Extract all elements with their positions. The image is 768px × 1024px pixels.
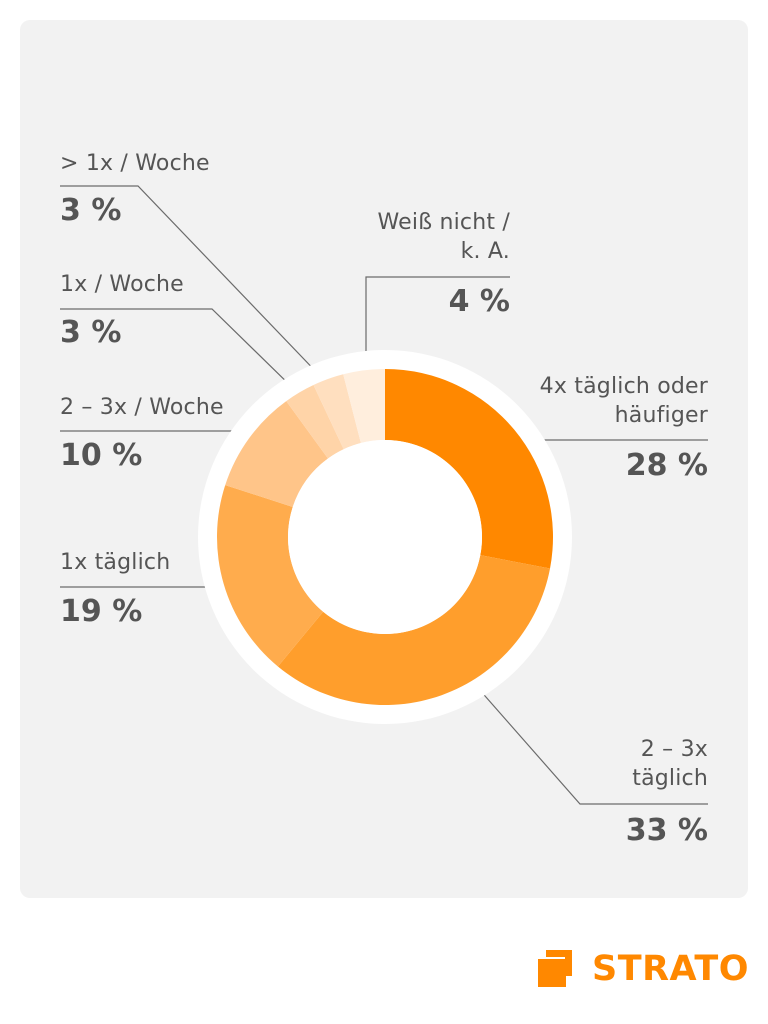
leader-line-dont-know bbox=[365, 276, 510, 372]
donut-slice-1x-weekly bbox=[286, 384, 344, 459]
leader-line-more-weekly bbox=[60, 185, 325, 381]
donut-slice-2-3x-daily bbox=[277, 555, 551, 705]
donut-slice-2-3x-weekly bbox=[225, 401, 328, 508]
slice-label-more-weekly: > 1x / Woche bbox=[60, 151, 210, 176]
slice-label-4x-daily-line1: 4x täglich oder bbox=[539, 374, 708, 399]
slice-label-1x-weekly: 1x / Woche bbox=[60, 272, 184, 297]
slice-label-dont-know: Weiß nicht / k. A. bbox=[310, 208, 510, 266]
slice-label-dont-know-line1: Weiß nicht / bbox=[377, 210, 510, 235]
donut-slices bbox=[217, 369, 553, 705]
donut-slice-4x-daily bbox=[385, 369, 553, 569]
slice-label-2-3x-daily-line2: täglich bbox=[632, 766, 708, 791]
donut-hole bbox=[288, 440, 482, 634]
strato-logo-icon bbox=[536, 946, 582, 992]
slice-value-2-3x-daily: 33 % bbox=[625, 813, 708, 848]
slice-label-2-3x-weekly: 2 – 3x / Woche bbox=[60, 395, 224, 420]
slice-value-1x-daily: 19 % bbox=[60, 594, 143, 629]
strato-logo-text: STRATO bbox=[592, 949, 750, 989]
slice-label-4x-daily-line2: häufiger bbox=[614, 403, 708, 428]
slice-value-4x-daily: 28 % bbox=[625, 448, 708, 483]
leader-line-2-3x-daily bbox=[477, 687, 708, 805]
donut-slice-1x-daily bbox=[217, 485, 324, 667]
slice-value-dont-know: 4 % bbox=[448, 284, 510, 319]
slice-value-more-weekly: 3 % bbox=[60, 193, 122, 228]
slice-label-4x-daily: 4x täglich oder häufiger bbox=[448, 372, 708, 430]
slice-value-1x-weekly: 3 % bbox=[60, 315, 122, 350]
donut-slice-dont-know bbox=[343, 369, 385, 444]
strato-logo: STRATO bbox=[536, 944, 749, 994]
leader-line-1x-weekly bbox=[60, 308, 299, 394]
slice-value-2-3x-weekly: 10 % bbox=[60, 438, 143, 473]
slice-label-1x-daily: 1x täglich bbox=[60, 550, 171, 575]
slice-label-2-3x-daily-line1: 2 – 3x bbox=[640, 737, 708, 762]
leader-lines bbox=[60, 185, 708, 805]
slice-label-2-3x-daily: 2 – 3x täglich bbox=[508, 735, 708, 793]
slice-label-dont-know-line2: k. A. bbox=[460, 239, 510, 264]
donut-slice-more-weekly bbox=[313, 374, 361, 450]
